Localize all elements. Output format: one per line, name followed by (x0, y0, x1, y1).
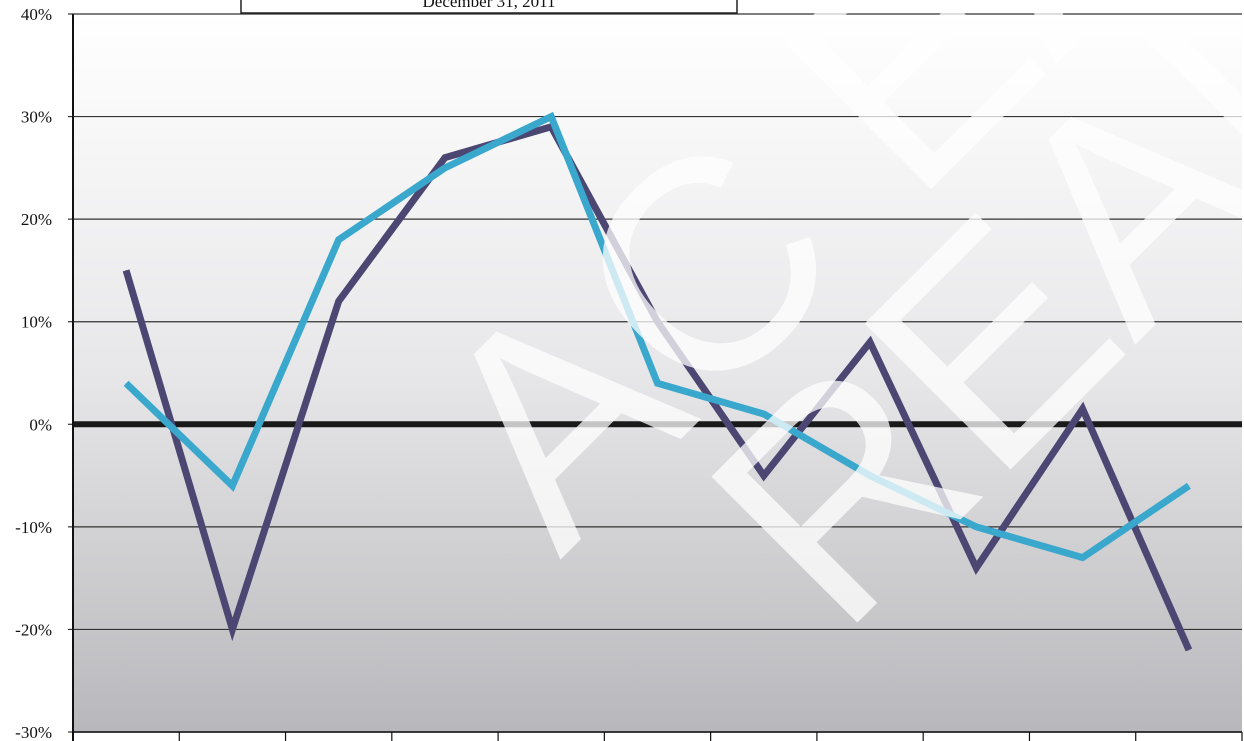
y-tick-label: 20% (21, 210, 52, 229)
y-tick-label: 0% (29, 415, 52, 434)
data-point (231, 628, 233, 630)
y-tick-label: -10% (15, 518, 52, 537)
x-tick-label: 2007 (747, 737, 782, 741)
data-point (444, 157, 446, 159)
data-point (125, 382, 127, 384)
data-point (338, 300, 340, 302)
y-tick-label: 40% (21, 5, 52, 24)
series-lines (122, 111, 1193, 652)
x-tick-label: 2009 (959, 737, 993, 741)
data-point (763, 413, 765, 415)
chart-title: December 31, 2011 (423, 0, 556, 11)
y-axis-ticks: 40% 30% 20% 10% 0% -10% -20% -30% (15, 5, 52, 741)
data-point (975, 567, 977, 569)
y-tick-label: 30% (21, 108, 52, 127)
data-point (338, 239, 340, 241)
x-tick-label: 2005 (534, 737, 568, 741)
y-tick-label: 10% (21, 313, 52, 332)
x-tick-label: 2002 (215, 737, 249, 741)
data-point (550, 116, 552, 118)
watermark: AC EAST REAL ESTATE (368, 0, 1244, 685)
y-tick-label: -20% (15, 620, 52, 639)
data-point (125, 269, 127, 271)
data-point (1188, 649, 1190, 651)
data-point (763, 475, 765, 477)
x-tick-label: 2011 (1172, 737, 1205, 741)
data-point (231, 485, 233, 487)
y-tick-label: -30% (15, 723, 52, 741)
data-point (869, 475, 871, 477)
x-axis: 2001 2002 2003 2004 2005 2006 2007 2008 2009 2010… (72, 731, 1243, 741)
data-point (657, 382, 658, 384)
data-point (657, 321, 658, 323)
x-tick-label: 2006 (641, 737, 675, 741)
x-tick-label: 2003 (322, 737, 356, 741)
data-point (975, 526, 977, 528)
data-point (1082, 408, 1084, 410)
data-point (1188, 485, 1190, 487)
data-point (1082, 557, 1084, 559)
x-tick-label: 2004 (428, 737, 463, 741)
data-point (444, 167, 446, 169)
x-tick-label: 2010 (1066, 737, 1100, 741)
chart-title-box: December 31, 2011 (240, 0, 738, 14)
plot-background (73, 14, 1242, 732)
x-tick-label: 2008 (853, 737, 887, 741)
x-tick-label: 2001 (109, 737, 143, 741)
data-point (869, 341, 871, 343)
